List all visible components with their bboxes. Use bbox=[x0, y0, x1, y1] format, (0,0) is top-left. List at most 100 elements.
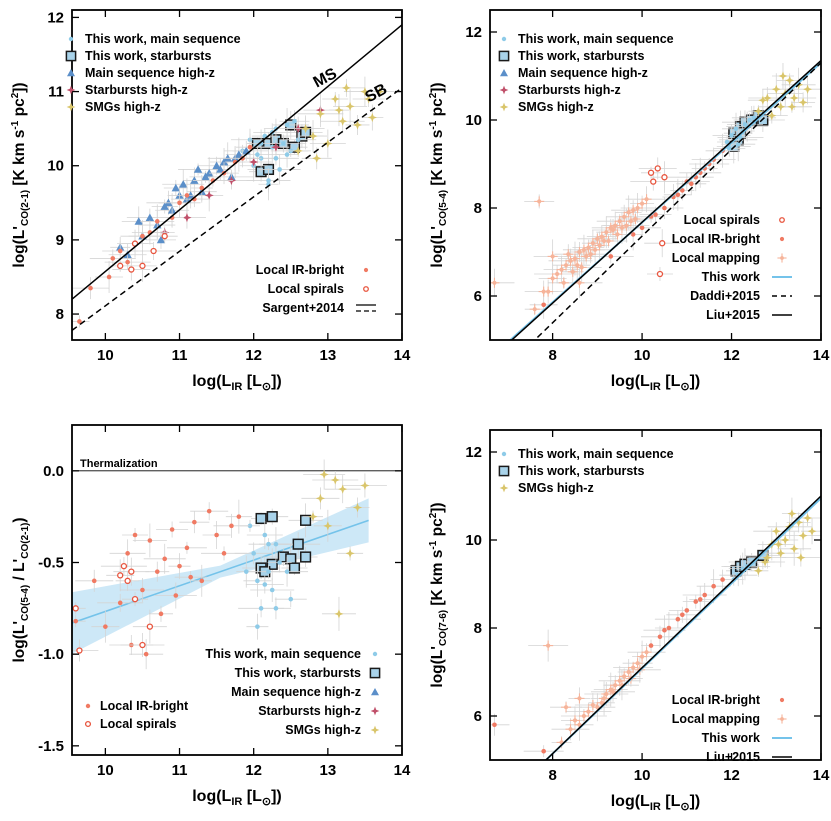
legend-label: Main sequence high-z bbox=[85, 66, 215, 80]
line-sb bbox=[72, 87, 402, 331]
data-point bbox=[630, 213, 641, 225]
data-point bbox=[323, 138, 333, 149]
legend-top: This work, main sequence This work, starb… bbox=[498, 32, 674, 114]
data-point bbox=[204, 190, 214, 201]
plot-frame bbox=[489, 429, 822, 761]
data-point bbox=[798, 530, 808, 541]
data-point bbox=[173, 593, 179, 598]
data-point bbox=[117, 572, 124, 579]
data-point bbox=[277, 167, 282, 172]
series-local-ir-bright bbox=[72, 499, 252, 670]
data-point bbox=[662, 205, 667, 211]
legend-label: Liu+2015 bbox=[706, 750, 760, 764]
data-point bbox=[529, 304, 540, 315]
series-local-mapping bbox=[490, 186, 668, 316]
data-point bbox=[352, 502, 363, 513]
data-point bbox=[154, 219, 160, 224]
legend-marker bbox=[370, 725, 380, 735]
legend-label: This work, main sequence bbox=[518, 32, 674, 46]
y-tick-label: -0.5 bbox=[38, 555, 64, 572]
data-point bbox=[576, 262, 587, 273]
data-point bbox=[776, 102, 786, 112]
data-point bbox=[319, 469, 329, 480]
data-point bbox=[630, 232, 636, 237]
series-local-spirals bbox=[630, 157, 681, 281]
data-point bbox=[581, 251, 592, 262]
data-point bbox=[281, 141, 286, 146]
data-point bbox=[140, 233, 145, 239]
data-point bbox=[258, 606, 264, 611]
data-point bbox=[612, 229, 623, 240]
y-tick-label: 10 bbox=[465, 532, 482, 549]
legend-label: SMGs high-z bbox=[518, 481, 594, 495]
data-point bbox=[733, 126, 739, 132]
data-point bbox=[345, 101, 355, 112]
data-point bbox=[334, 609, 344, 619]
legend-label: Main sequence high-z bbox=[518, 66, 648, 80]
data-point bbox=[199, 185, 205, 191]
legend-left: Local IR-bright Local spirals bbox=[84, 699, 189, 731]
line-liu-2015 bbox=[510, 60, 821, 340]
fit-confidence-band bbox=[72, 498, 369, 654]
fit-line bbox=[72, 519, 369, 624]
legend-marker bbox=[498, 50, 510, 62]
legend-top: This work, main sequence This work, starb… bbox=[65, 32, 241, 114]
data-point bbox=[146, 623, 154, 630]
data-point bbox=[330, 475, 340, 485]
data-point bbox=[711, 583, 716, 589]
legend-label: Local spirals bbox=[100, 717, 176, 731]
legend-label: SMGs high-z bbox=[518, 100, 594, 114]
y-tick-label: -1.0 bbox=[38, 646, 64, 663]
data-point bbox=[249, 157, 259, 167]
data-point bbox=[125, 551, 130, 556]
data-point bbox=[541, 748, 546, 754]
legend-label: SMGs high-z bbox=[285, 723, 361, 737]
data-point bbox=[594, 240, 605, 251]
data-point bbox=[216, 165, 225, 173]
data-point bbox=[184, 545, 190, 551]
data-point bbox=[134, 217, 143, 225]
plot-frame bbox=[489, 9, 822, 341]
x-tick-label: 8 bbox=[548, 347, 556, 364]
data-point bbox=[300, 551, 312, 563]
legend-label: Main sequence high-z bbox=[231, 685, 361, 699]
data-point bbox=[650, 178, 657, 185]
legend-marker bbox=[67, 69, 75, 77]
data-point bbox=[789, 93, 799, 103]
data-point bbox=[147, 538, 153, 543]
legend-marker bbox=[779, 236, 785, 242]
data-point bbox=[128, 568, 135, 575]
data-point bbox=[794, 517, 804, 528]
data-point bbox=[188, 574, 193, 580]
data-point bbox=[639, 225, 645, 231]
data-point bbox=[76, 647, 83, 654]
data-point bbox=[156, 235, 166, 244]
x-tick-label: 10 bbox=[97, 762, 114, 779]
series-smgs-high-z bbox=[286, 76, 400, 170]
x-tick-label: 10 bbox=[97, 347, 114, 364]
legend-marker bbox=[500, 69, 508, 77]
panel-d: 8 10 12 14 6 8 10 12 log(LIR [L⊙]) log(L'CO(7-6) … bbox=[428, 429, 830, 813]
data-point bbox=[776, 548, 786, 558]
data-point bbox=[623, 666, 634, 678]
data-point bbox=[802, 513, 813, 523]
data-point bbox=[150, 247, 157, 255]
data-point bbox=[199, 578, 205, 584]
plot-area bbox=[490, 60, 821, 340]
data-point bbox=[552, 268, 563, 280]
legend-label: Local IR-bright bbox=[100, 699, 189, 713]
legend-marker bbox=[85, 703, 91, 709]
data-point bbox=[140, 587, 145, 593]
y-tick-label: 10 bbox=[47, 158, 64, 175]
data-point bbox=[266, 511, 278, 523]
data-point bbox=[641, 194, 652, 205]
y-axis-label: log(L'CO(5-4) / L'CO(2-1)) bbox=[11, 517, 31, 662]
data-point bbox=[771, 526, 781, 536]
legend-marker bbox=[499, 102, 509, 112]
data-point bbox=[131, 595, 139, 603]
data-point bbox=[697, 597, 703, 602]
line-liu-2015 bbox=[544, 495, 821, 760]
y-axis-label: log(L'CO(2-1) [K km s-1 pc2]) bbox=[10, 82, 31, 267]
plot-frame bbox=[71, 9, 403, 341]
panel-b: 8 10 12 14 6 8 10 12 log(LIR [L⊙]) log(L'CO(5-4) … bbox=[428, 9, 830, 393]
